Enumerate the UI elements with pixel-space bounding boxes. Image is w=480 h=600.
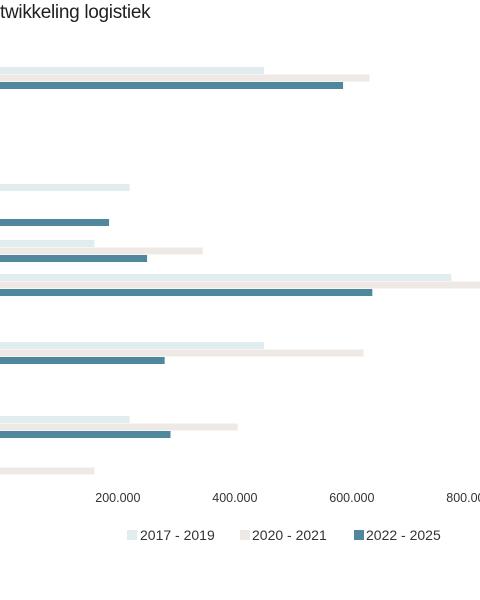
legend: 2017 - 2019 2020 - 2021 2022 - 2025 [127,527,441,543]
bar-2-row-6 [0,281,480,289]
legend-label: 2020 - 2021 [252,527,327,543]
bar-3-row-5 [0,255,148,262]
legend-label: 2017 - 2019 [140,527,215,543]
bar-1-row-7 [0,342,265,349]
bar-1-row-5 [0,240,95,247]
bar-1-row-1 [0,67,265,74]
bar-1-row-3 [0,184,130,191]
bar-2-row-9 [0,467,95,475]
bar-2-row-8 [0,423,238,431]
legend-swatch [240,530,250,540]
x-tick-label: 800.000 [446,491,480,505]
bar-3-row-8 [0,431,171,438]
bar-1-row-6 [0,274,452,281]
bar-3-row-6 [0,289,373,296]
x-tick-label: 600.000 [329,491,374,505]
x-tick-label: 200.000 [95,491,140,505]
bar-3-row-7 [0,357,165,364]
bar-2-row-1 [0,74,370,82]
bar-3-row-1 [0,82,344,89]
bars-layer [0,67,480,475]
x-tick-label: 400.000 [212,491,257,505]
chart-title: twikkeling logistiek [0,2,151,23]
bar-1-row-8 [0,416,130,423]
bar-3-row-4 [0,219,110,226]
bar-2-row-7 [0,349,364,357]
legend-swatch [127,530,137,540]
bar-2-row-5 [0,247,203,255]
legend-swatch [354,530,364,540]
legend-label: 2022 - 2025 [366,527,441,543]
